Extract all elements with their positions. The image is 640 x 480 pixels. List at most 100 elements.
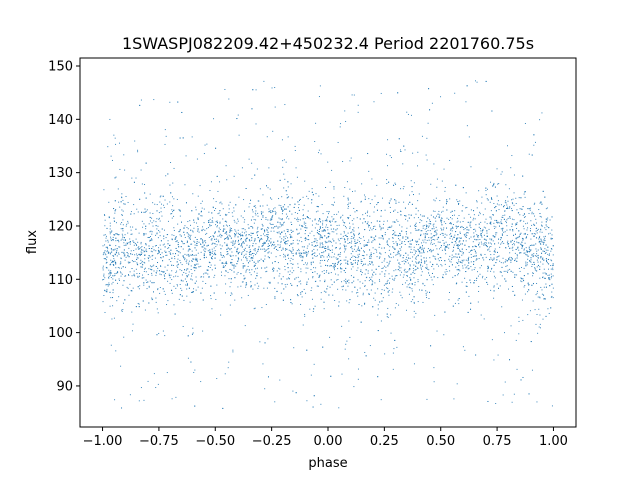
data-point (343, 232, 345, 234)
data-point (335, 247, 337, 249)
data-point (442, 233, 444, 235)
data-point (388, 256, 390, 258)
data-point (513, 192, 515, 194)
data-point (223, 228, 225, 230)
data-point (304, 262, 306, 264)
data-point (478, 242, 480, 244)
data-point (342, 221, 344, 223)
data-point (229, 235, 231, 237)
data-point (191, 243, 193, 245)
data-point (284, 178, 286, 180)
data-point (377, 308, 379, 310)
chart-title: 1SWASPJ082209.42+450232.4 Period 2201760… (122, 34, 534, 53)
data-point (165, 237, 167, 239)
data-point (419, 222, 421, 224)
data-point (538, 241, 540, 243)
data-point (442, 276, 444, 278)
data-point (151, 297, 153, 299)
data-point (233, 243, 235, 245)
data-point (349, 336, 351, 338)
data-point (340, 123, 342, 125)
data-point (117, 239, 119, 241)
data-point (455, 266, 457, 268)
data-point (305, 272, 307, 274)
data-point (306, 349, 308, 351)
data-point (376, 251, 378, 253)
data-point (455, 283, 457, 285)
data-point (376, 204, 378, 206)
data-point (270, 241, 272, 243)
data-point (277, 226, 279, 228)
data-point (107, 277, 109, 279)
data-point (240, 235, 242, 237)
data-point (551, 283, 553, 285)
data-point (318, 220, 320, 222)
data-point (418, 289, 420, 291)
data-point (381, 300, 383, 302)
data-point (471, 269, 473, 271)
data-point (485, 187, 487, 189)
data-point (462, 346, 464, 348)
data-point (175, 275, 177, 277)
data-point (320, 236, 322, 238)
data-point (455, 242, 457, 244)
data-point (436, 233, 438, 235)
data-point (285, 161, 287, 163)
data-point (144, 183, 146, 185)
data-point (490, 257, 492, 259)
data-point (524, 196, 526, 198)
data-point (194, 264, 196, 266)
data-point (131, 260, 133, 262)
data-point (412, 152, 414, 154)
data-point (216, 284, 218, 286)
data-point (382, 267, 384, 269)
data-point (116, 248, 118, 250)
data-point (411, 288, 413, 290)
data-point (110, 240, 112, 242)
data-point (541, 225, 543, 227)
data-point (509, 256, 511, 258)
data-point (122, 224, 124, 226)
data-point (255, 277, 257, 279)
data-point (287, 196, 289, 198)
data-point (132, 287, 134, 289)
data-point (103, 295, 105, 296)
data-point (411, 238, 413, 240)
data-point (408, 214, 410, 216)
data-point (400, 294, 402, 296)
data-point (332, 294, 334, 296)
data-point (286, 248, 288, 250)
data-point (303, 249, 305, 251)
data-point (386, 282, 388, 284)
data-point (307, 245, 309, 247)
data-point (538, 326, 540, 328)
data-point (253, 219, 255, 221)
data-point (442, 240, 444, 242)
data-point (127, 254, 129, 256)
data-point (214, 252, 216, 254)
data-point (290, 243, 292, 245)
data-point (407, 113, 409, 115)
data-point (402, 188, 404, 190)
data-point (131, 177, 133, 179)
data-point (207, 227, 209, 229)
data-point (122, 219, 124, 221)
data-point (245, 270, 247, 272)
data-point (106, 283, 108, 285)
data-point (291, 224, 293, 225)
data-point (400, 249, 402, 251)
data-point (227, 239, 229, 241)
data-point (320, 153, 322, 155)
data-point (408, 269, 410, 271)
data-point (399, 210, 401, 212)
data-point (483, 226, 485, 228)
data-point (288, 277, 290, 279)
data-point (312, 276, 314, 278)
data-point (226, 254, 228, 256)
data-point (458, 256, 460, 258)
data-point (323, 270, 325, 272)
data-point (544, 298, 546, 300)
data-point (533, 253, 535, 255)
data-point (267, 245, 269, 247)
data-point (130, 290, 132, 292)
